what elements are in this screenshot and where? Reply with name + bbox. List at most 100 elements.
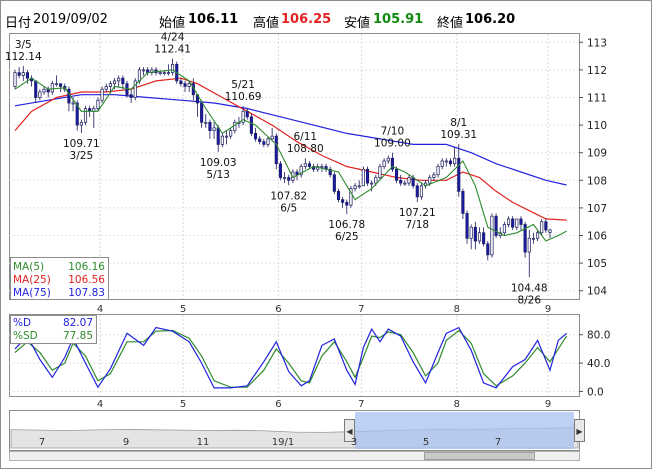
navigator-labels: 7 9 11 19/1 3 5 7 <box>39 437 501 448</box>
candle-body <box>258 138 262 143</box>
candle-body <box>332 174 336 192</box>
candle <box>341 196 345 208</box>
candle <box>204 114 208 128</box>
candle-body <box>428 177 432 184</box>
candle-body <box>486 243 490 256</box>
candle-body <box>241 110 245 123</box>
navigator-left-handle[interactable]: ◀ <box>344 419 355 442</box>
candle-body <box>523 224 527 253</box>
ma75-line <box>14 94 567 186</box>
annotation-date: 5/13 <box>206 169 230 181</box>
candle-body <box>42 88 46 93</box>
annotation-value: 110.69 <box>225 91 262 103</box>
price-tick-label: 112 <box>587 65 607 77</box>
candle-body <box>253 133 258 140</box>
candle-body <box>287 177 291 181</box>
candle <box>527 229 531 278</box>
candle <box>415 183 419 203</box>
navigator-right-handle[interactable]: ▶ <box>574 419 585 442</box>
candle-body <box>262 141 266 145</box>
candle-body <box>374 177 378 184</box>
candle <box>395 166 399 184</box>
candle <box>432 172 436 181</box>
candle <box>133 78 137 101</box>
date-label: 日付 <box>5 16 32 31</box>
candle-body <box>490 215 494 256</box>
candle <box>17 67 21 79</box>
stoch-sd-line <box>14 329 568 388</box>
candle-body <box>353 185 357 189</box>
annotation-date: 8/1 <box>450 117 467 129</box>
candle <box>96 97 100 112</box>
scrollbar-track[interactable] <box>9 451 580 461</box>
candle <box>274 133 278 170</box>
candle-body <box>328 168 332 176</box>
stoch-sd-legend-value: 77.85 <box>63 330 93 342</box>
candle-body <box>536 232 540 239</box>
candle <box>345 199 349 214</box>
stoch-sd-legend-label: %SD <box>13 330 38 342</box>
candle <box>38 89 42 101</box>
candle <box>21 66 25 81</box>
candle-body <box>448 160 453 165</box>
candle-body <box>370 182 374 185</box>
candle-body <box>390 157 394 170</box>
annotation-value: 109.71 <box>63 138 100 150</box>
candle-body <box>34 80 38 98</box>
candle <box>50 80 54 95</box>
candle-body <box>407 177 411 184</box>
candle-body <box>96 99 100 109</box>
candle <box>453 147 457 167</box>
candle <box>424 180 428 189</box>
annotation-value: 108.80 <box>287 143 324 155</box>
ohlc-header: 日付 2019/09/02 始値 106.11 高値 106.25 安値 105… <box>1 1 651 33</box>
annotation-value: 112.41 <box>154 44 191 56</box>
navigator-label: 11 <box>197 437 210 448</box>
candle <box>100 86 104 104</box>
stoch-tick-label: 80.0 <box>587 330 610 342</box>
candle <box>328 166 332 178</box>
candle <box>536 229 540 242</box>
candle-body <box>482 232 486 245</box>
candle-body <box>125 83 129 96</box>
candle <box>270 127 274 142</box>
candle-body <box>104 86 108 90</box>
candle <box>365 166 370 186</box>
month-tick-label: 8 <box>454 399 460 410</box>
candle <box>171 58 175 76</box>
candle-body <box>320 166 324 168</box>
ma5-legend-label: MA(5) <box>13 261 44 273</box>
ma75-line-group <box>14 94 567 186</box>
candle <box>283 172 287 184</box>
price-tick-label: 104 <box>587 286 607 298</box>
annotation-date: 6/11 <box>294 131 318 143</box>
scrollbar-thumb[interactable] <box>424 452 535 460</box>
candle-body <box>38 91 42 98</box>
stoch-d-legend-label: %D <box>13 317 31 329</box>
candle <box>444 158 448 167</box>
candle <box>200 100 204 128</box>
candle <box>399 174 403 186</box>
candle <box>67 86 71 112</box>
candle <box>13 69 17 90</box>
candle <box>486 241 490 261</box>
price-tick-label: 105 <box>587 258 607 270</box>
month-tick-label: 7 <box>358 304 364 315</box>
annotation-value: 104.48 <box>511 282 548 294</box>
candle-body <box>386 157 390 162</box>
candle <box>241 106 245 126</box>
candle <box>287 174 291 186</box>
candle-body <box>187 83 191 87</box>
ma25-legend-value: 106.56 <box>68 274 105 286</box>
candle-body <box>440 160 444 167</box>
candle <box>208 119 212 139</box>
navigator-selection[interactable] <box>355 412 574 449</box>
candle-body <box>224 135 229 138</box>
candle <box>353 183 357 192</box>
month-tick-label: 5 <box>180 399 186 410</box>
candle <box>519 216 523 230</box>
candle <box>34 80 38 104</box>
candle <box>448 158 453 167</box>
